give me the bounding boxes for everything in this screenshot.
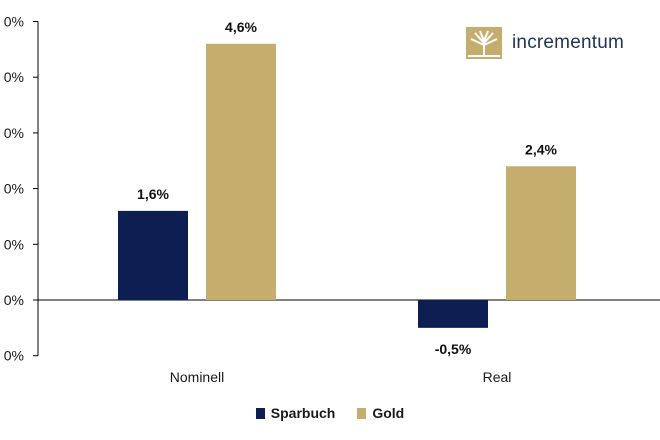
y-tick-label: 0%	[4, 125, 24, 141]
legend-label-sparbuch: Sparbuch	[270, 405, 336, 421]
y-tick-label: 0%	[4, 236, 24, 252]
incrementum-logo: incrementum	[466, 27, 624, 59]
legend-swatch-sparbuch	[255, 407, 265, 419]
y-tick-label: 0%	[4, 292, 24, 308]
legend-item-sparbuch: Sparbuch	[255, 405, 336, 421]
y-tick-label: 0%	[4, 181, 24, 197]
bar-gold-real	[506, 166, 576, 300]
legend-item-gold: Gold	[357, 405, 404, 421]
data-label-sparbuch-nominell: 1,6%	[137, 186, 169, 202]
chart-legend: Sparbuch Gold	[0, 405, 660, 421]
y-tick-label: 0%	[4, 14, 24, 30]
y-tick-label: 0%	[4, 348, 24, 364]
data-label-sparbuch-real: -0,5%	[435, 341, 472, 357]
bar-chart: 0% 0% 0% 0% 0% 0% 0% 1,6% 4,6% Nominell -0,5% 2,4% R…	[4, 14, 660, 385]
bar-sparbuch-real	[418, 300, 488, 328]
bar-gold-nominell	[206, 43, 276, 300]
data-label-gold-real: 2,4%	[525, 141, 557, 157]
legend-label-gold: Gold	[372, 405, 405, 421]
x-category-label: Real	[483, 369, 512, 385]
tree-icon	[466, 27, 502, 59]
data-label-gold-nominell: 4,6%	[225, 19, 257, 35]
legend-swatch-gold	[357, 407, 367, 419]
x-category-label: Nominell	[170, 369, 224, 385]
bar-sparbuch-nominell	[118, 210, 188, 300]
y-tick-label: 0%	[4, 69, 24, 85]
logo-text: incrementum	[512, 32, 625, 53]
